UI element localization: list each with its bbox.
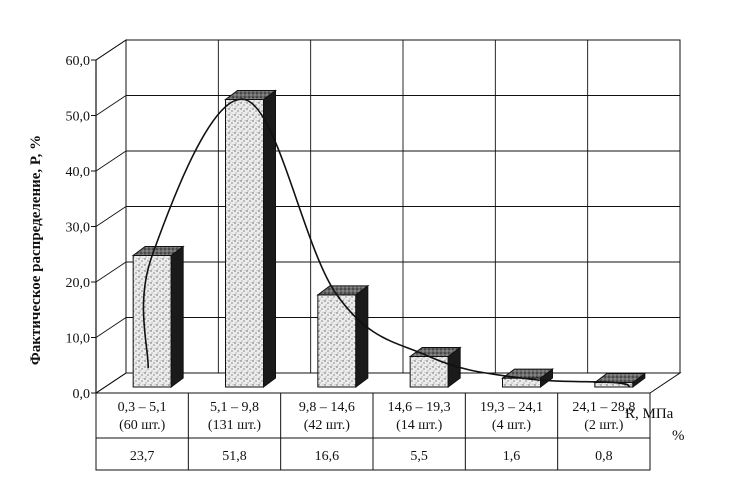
bar [224, 89, 277, 388]
bar-top [224, 90, 277, 101]
value-label: 5,5 [410, 449, 428, 464]
y-tick-label: 40,0 [66, 165, 91, 180]
bar [501, 368, 554, 388]
gridline-side [95, 39, 127, 61]
bar [408, 346, 462, 388]
bar [316, 284, 370, 388]
category-range-label: 19,3 – 24,1 [480, 400, 543, 415]
gridline-side [95, 261, 127, 283]
category-count-label: (131 шт.) [208, 418, 262, 433]
y-axis-label: Фактическое распределение, P, % [28, 135, 44, 365]
y-tick-label: 10,0 [66, 332, 91, 347]
category-count-label: (4 шт.) [492, 418, 532, 433]
category-range-label: 5,1 – 9,8 [210, 400, 259, 415]
value-label: 1,6 [503, 449, 521, 464]
category-count-label: (14 шт.) [396, 418, 443, 433]
category-count-label: (42 шт.) [304, 418, 351, 433]
y-tick-label: 50,0 [66, 110, 91, 125]
bar-front [225, 99, 264, 388]
bar-side [170, 245, 184, 388]
bar-front [132, 254, 172, 388]
bar-front [409, 355, 449, 388]
value-label: 16,6 [315, 449, 340, 464]
gridlines [95, 39, 680, 394]
value-label: 0,8 [595, 449, 613, 464]
value-label: 51,8 [222, 449, 247, 464]
bar-top [131, 245, 185, 256]
y-axis: 0,0 10,0 20,0 30,0 40,0 50,0 60,0 [66, 54, 97, 402]
y-tick-label: 20,0 [66, 276, 91, 291]
category-range-label: 0,3 – 5,1 [118, 400, 167, 415]
bars [131, 89, 647, 388]
y-tick-label: 0,0 [73, 387, 91, 402]
bar-side [355, 284, 369, 388]
value-label: 23,7 [130, 449, 155, 464]
category-count-label: (2 шт.) [584, 418, 624, 433]
bar-front [317, 294, 357, 388]
table-row-unit: % [672, 428, 685, 444]
data-table: 0,3 – 5,1 (60 шт.) 23,7 5,1 – 9,8 (131 шт.) 5… [95, 392, 651, 471]
x-axis-unit: R, МПа [625, 406, 674, 422]
gridline-side [95, 372, 127, 394]
gridline-side [95, 317, 127, 338]
gridline-side [95, 206, 127, 227]
category-range-label: 24,1 – 28,8 [572, 400, 635, 415]
y-tick-label: 30,0 [66, 221, 91, 236]
category-range-label: 14,6 – 19,3 [388, 400, 451, 415]
category-range-label: 9,8 – 14,6 [299, 400, 355, 415]
bar-top [316, 285, 370, 296]
y-tick-label: 60,0 [66, 54, 91, 69]
gridline-side [95, 150, 127, 172]
bar-side [263, 89, 276, 388]
fitted-curve [142, 98, 631, 388]
bar [131, 245, 185, 388]
gridline-side [95, 95, 127, 116]
category-count-label: (60 шт.) [119, 418, 166, 433]
bar [593, 372, 647, 388]
